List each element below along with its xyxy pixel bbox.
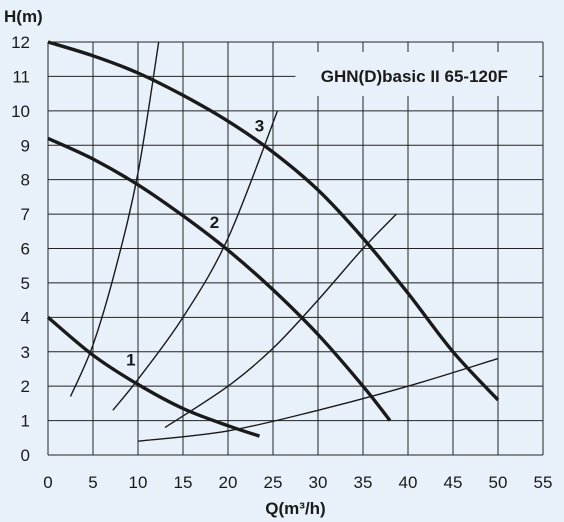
system-curve-2 [112, 110, 279, 411]
x-tick-label: 0 [43, 473, 52, 492]
y-axis-label: H(m) [4, 7, 43, 26]
chart-title: GHN(D)basic II 65-120F [321, 67, 508, 86]
y-tick-label: 4 [21, 308, 30, 327]
pump-curve-1 [46, 315, 261, 438]
y-tick-label: 3 [21, 343, 30, 362]
y-tick-label: 1 [21, 412, 30, 431]
y-tick-label: 0 [21, 446, 30, 465]
x-tick-label: 20 [219, 473, 238, 492]
y-tick-label: 9 [21, 136, 30, 155]
pump-curve-3 [47, 40, 500, 402]
y-tick-label: 8 [21, 171, 30, 190]
curve-labels: 1 2 3 [126, 116, 264, 369]
system-curve-3 [164, 213, 397, 429]
curve-label-3: 3 [255, 116, 264, 135]
system-curve-4 [137, 357, 499, 442]
y-tick-label: 10 [11, 102, 30, 121]
y-tick-label: 2 [21, 377, 30, 396]
x-tick-label: 55 [534, 473, 553, 492]
curve-label-2: 2 [210, 213, 219, 232]
y-tick-label: 5 [21, 274, 30, 293]
curves [46, 40, 500, 442]
x-tick-label: 50 [489, 473, 508, 492]
x-tick-label: 35 [354, 473, 373, 492]
x-tick-label: 30 [309, 473, 328, 492]
y-tick-label: 11 [12, 67, 30, 86]
x-tick-label: 10 [129, 473, 148, 492]
y-tick-label: 7 [21, 205, 30, 224]
x-tick-label: 5 [88, 473, 97, 492]
pump-curve-2 [47, 136, 392, 422]
curve-label-1: 1 [126, 351, 135, 370]
grid [47, 41, 544, 456]
x-axis-label: Q(m³/h) [265, 499, 325, 518]
x-tick-label: 45 [444, 473, 463, 492]
x-tick-label: 25 [264, 473, 283, 492]
x-tick-label: 40 [399, 473, 418, 492]
x-tick-label: 15 [174, 473, 193, 492]
y-tick-label: 12 [11, 33, 30, 52]
title-box [295, 52, 539, 96]
y-tick-label: 6 [21, 240, 30, 259]
